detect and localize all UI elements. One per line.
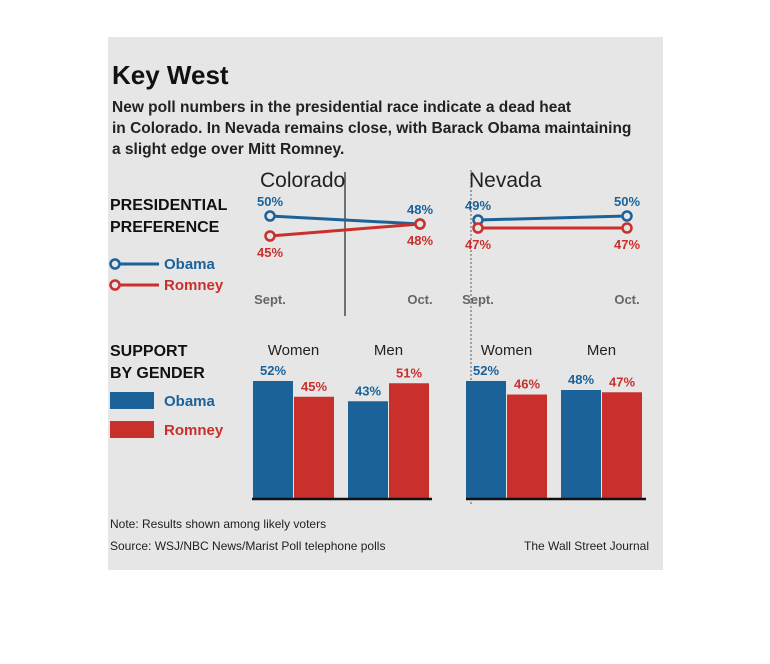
bar-value-label-romney-men-colorado: 51%: [396, 365, 422, 380]
data-label-romney-nevada: 47%: [614, 237, 640, 252]
bar-group-label-men-nevada: Men: [587, 342, 616, 359]
line-chart-title-colorado: Colorado: [260, 169, 345, 192]
data-label-romney-nevada: 47%: [465, 237, 491, 252]
subtitle-line-3: a slight edge over Mitt Romney.: [112, 141, 344, 158]
preference-heading-line-2: PREFERENCE: [110, 219, 220, 236]
subtitle-line-2: in Colorado. In Nevada remains close, wi…: [112, 120, 631, 137]
bar-value-label-obama-women-colorado: 52%: [260, 363, 286, 378]
bar-obama-men-nevada: [561, 390, 601, 498]
bar-legend-label-obama: Obama: [164, 393, 216, 410]
bar-chart-nevada: Women 52% 46% Men 48% 47%: [466, 342, 646, 501]
bar-romney-women-colorado: [294, 396, 334, 498]
bar-obama-women-nevada: [466, 381, 506, 498]
line-chart-nevada: Nevada Sept. Oct. 49% 50% 47% 47%: [462, 169, 640, 307]
bar-obama-women-colorado: [253, 381, 293, 498]
series-line-obama-colorado: [269, 214, 421, 226]
line-chart-colorado: Colorado Sept. Oct. 50% 48% 45% 48%: [254, 169, 433, 316]
x-tick-label-nevada: Oct.: [614, 292, 639, 307]
data-label-obama-nevada: 50%: [614, 194, 640, 209]
point-romney-nevada: [472, 222, 484, 234]
data-label-obama-colorado: 48%: [407, 202, 433, 217]
gender-heading-line-1: SUPPORT: [110, 343, 188, 360]
bar-legend: Obama Romney: [110, 392, 224, 439]
x-tick-label-colorado: Sept.: [254, 292, 286, 307]
series-line-obama-nevada: [477, 214, 628, 222]
data-label-romney-colorado: 45%: [257, 245, 283, 260]
line-legend: Obama Romney: [109, 256, 224, 294]
footer-credit: The Wall Street Journal: [524, 539, 649, 553]
point-romney-nevada: [621, 222, 633, 234]
bar-group-label-women-nevada: Women: [481, 342, 532, 359]
series-line-romney-colorado: [269, 222, 421, 238]
x-tick-label-colorado: Oct.: [407, 292, 432, 307]
footer-source: Source: WSJ/NBC News/Marist Poll telepho…: [110, 539, 385, 553]
legend-swatch-obama: [110, 392, 154, 409]
bar-group-label-women-colorado: Women: [268, 342, 319, 359]
x-tick-label-nevada: Sept.: [462, 292, 494, 307]
point-obama-colorado: [264, 210, 276, 222]
bar-obama-men-colorado: [348, 401, 388, 498]
chart-title: Key West: [112, 60, 229, 90]
point-romney-colorado: [264, 230, 276, 242]
bar-group-label-men-colorado: Men: [374, 342, 403, 359]
bar-value-label-romney-men-nevada: 47%: [609, 374, 635, 389]
legend-label-romney: Romney: [164, 277, 224, 294]
point-obama-nevada: [621, 210, 633, 222]
bar-romney-men-colorado: [389, 383, 429, 498]
footer-note: Note: Results shown among likely voters: [110, 517, 326, 531]
bar-value-label-romney-women-nevada: 46%: [514, 377, 540, 392]
legend-swatch-romney: [110, 421, 154, 438]
bar-chart-colorado: Women 52% 45% Men 43% 51%: [252, 342, 432, 501]
bar-romney-women-nevada: [507, 394, 547, 498]
bar-value-label-obama-men-nevada: 48%: [568, 372, 594, 387]
data-label-obama-nevada: 49%: [465, 198, 491, 213]
bar-romney-men-nevada: [602, 392, 642, 498]
preference-heading-line-1: PRESIDENTIAL: [110, 197, 228, 214]
bar-legend-label-romney: Romney: [164, 422, 224, 439]
bar-value-label-obama-men-colorado: 43%: [355, 383, 381, 398]
bar-value-label-romney-women-colorado: 45%: [301, 379, 327, 394]
plots: Colorado Sept. Oct. 50% 48% 45% 48% Nevada Sept.…: [252, 169, 646, 501]
data-label-romney-colorado: 48%: [407, 233, 433, 248]
subtitle-line-1: New poll numbers in the presidential rac…: [112, 99, 571, 116]
legend-label-obama: Obama: [164, 256, 216, 273]
legend-marker-obama: [109, 258, 121, 270]
gender-heading-line-2: BY GENDER: [110, 365, 205, 382]
point-romney-colorado: [414, 218, 426, 230]
line-chart-title-nevada: Nevada: [469, 169, 542, 192]
data-label-obama-colorado: 50%: [257, 194, 283, 209]
legend-marker-romney: [109, 279, 121, 291]
bar-value-label-obama-women-nevada: 52%: [473, 363, 499, 378]
